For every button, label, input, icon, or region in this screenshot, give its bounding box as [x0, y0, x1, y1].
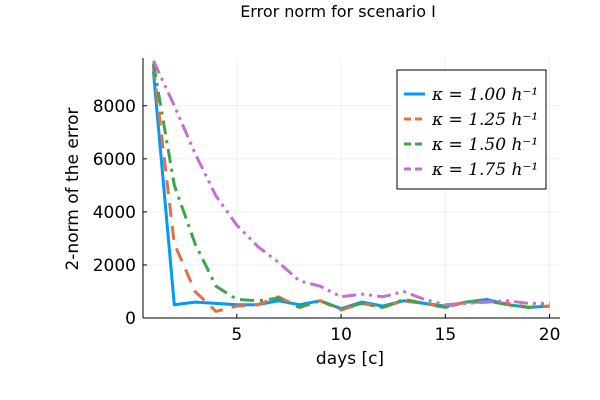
legend: κ = 1.00 h⁻¹ κ = 1.25 h⁻¹ κ = 1.50 h⁻¹ κ = …: [396, 69, 547, 190]
x-axis-label: days [c]: [316, 349, 384, 369]
series-lines: [151, 60, 550, 313]
legend-label-4: κ = 1.75 h⁻¹: [431, 160, 538, 180]
chart-title: Error norm for scenario I: [240, 2, 436, 21]
y-tick-label: 6000: [93, 150, 136, 170]
legend-label-2: κ = 1.25 h⁻¹: [431, 110, 538, 130]
tick-labels: 5 10 15 20 0 2000 4000 6000 8000: [93, 97, 561, 345]
y-tick-label: 2000: [93, 256, 136, 276]
series-line-4: [152, 60, 550, 307]
x-tick-label: 15: [435, 325, 457, 345]
y-tick-label: 4000: [93, 203, 136, 223]
x-tick-label: 5: [231, 325, 242, 345]
y-tick-label: 8000: [93, 97, 136, 117]
legend-label-3: κ = 1.50 h⁻¹: [431, 135, 538, 155]
x-tick-label: 20: [539, 325, 561, 345]
x-tick-label: 10: [330, 325, 352, 345]
y-axis-label: 2-norm of the error: [63, 107, 83, 270]
plot-frame: [142, 58, 560, 319]
legend-label-1: κ = 1.00 h⁻¹: [431, 85, 538, 105]
y-tick-label: 0: [125, 309, 136, 329]
